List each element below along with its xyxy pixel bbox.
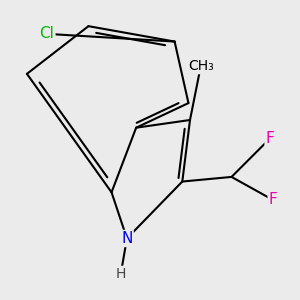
Text: Cl: Cl — [40, 26, 54, 41]
Text: H: H — [116, 267, 126, 281]
Text: F: F — [266, 131, 274, 146]
Text: N: N — [121, 231, 133, 246]
Text: F: F — [269, 193, 278, 208]
Text: CH₃: CH₃ — [188, 59, 214, 73]
